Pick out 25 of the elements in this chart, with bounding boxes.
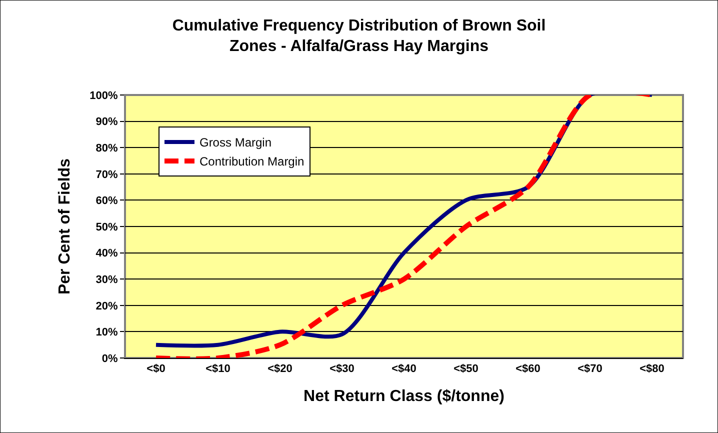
y-tick-label: 30%	[96, 274, 118, 286]
y-tick-label: 60%	[96, 195, 118, 208]
y-tick-label: 100%	[90, 90, 118, 102]
x-tick-label: <$60	[516, 363, 540, 376]
x-tick-label: <$10	[206, 363, 230, 376]
x-tick-label: <$80	[640, 363, 664, 376]
y-tick-label: 70%	[96, 168, 118, 181]
y-tick-label: 90%	[96, 116, 118, 128]
x-tick-label: <$20	[268, 363, 292, 376]
y-axis-title: Per Cent of Fields	[56, 158, 74, 295]
chart-title: Cumulative Frequency Distribution of Brown Soil Zones - Alfalfa/Grass Hay Margins	[172, 17, 546, 56]
legend-label: Contribution Margin	[199, 154, 304, 169]
y-tick-label: 40%	[96, 248, 118, 260]
x-tick-label: <$50	[454, 363, 478, 376]
legend-label: Gross Margin	[199, 136, 272, 150]
x-tick-label: <$70	[578, 363, 602, 376]
y-tick-label: 50%	[96, 221, 118, 234]
x-tick-label: <$30	[330, 363, 354, 376]
x-tick-label: <$40	[392, 363, 416, 376]
y-tick-label: 0%	[102, 352, 118, 365]
y-tick-label: 10%	[96, 326, 118, 339]
x-axis-title: Net Return Class ($/tonne)	[304, 388, 504, 405]
x-tick-label: <$0	[146, 363, 166, 376]
y-tick-label: 80%	[96, 142, 118, 154]
y-tick-label: 20%	[96, 300, 118, 312]
